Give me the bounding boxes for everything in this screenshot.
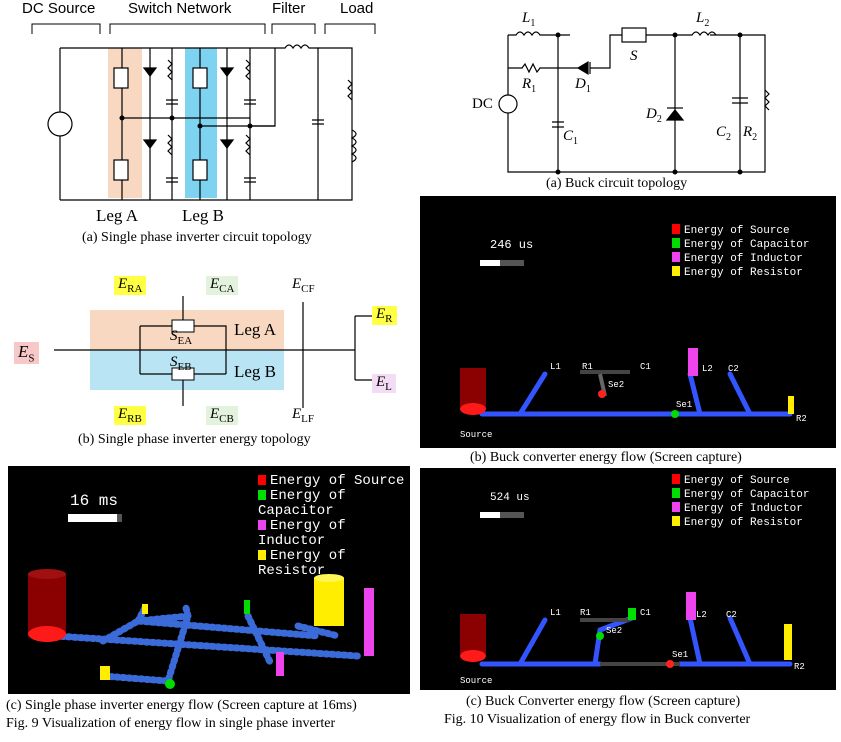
energy-l-box: EL xyxy=(372,374,396,393)
label-c2: C2 xyxy=(716,124,732,143)
energy-ra-box: ERA xyxy=(114,276,147,295)
legend-capacitor: Energy of Capacitor xyxy=(258,488,346,519)
legend-resistor: Energy of Resistor xyxy=(258,548,346,579)
fig9-caption-b: (b) Single phase inverter energy topolog… xyxy=(78,432,311,447)
energy-ca-box: ECA xyxy=(206,276,239,295)
header-filter: Filter xyxy=(272,0,306,17)
time-progress-bar-c xyxy=(480,512,524,518)
node-se2-c: Se2 xyxy=(606,626,623,636)
inverter-schematic xyxy=(31,23,376,201)
legend-b-inductor: Energy of Inductor xyxy=(672,252,809,266)
legend-b-capacitor: Energy of Capacitor xyxy=(672,238,809,252)
node-l1-c: L1 xyxy=(550,608,561,618)
fig9-caption-c: (c) Single phase inverter energy flow (S… xyxy=(6,698,357,713)
fig9-energy-topology: ES ERA ECA ECF ER EL ERB ECB ELF SEA SEB… xyxy=(0,258,410,458)
node-source-b: Source xyxy=(460,430,493,440)
node-c2-b: C2 xyxy=(728,364,739,374)
legend-c-inductor: Energy of Inductor xyxy=(672,502,809,516)
fig10-screen-b: 246 us Energy of Source Energy of Capaci… xyxy=(420,196,836,448)
node-c2-c: C2 xyxy=(726,610,737,620)
node-se2-b: Se2 xyxy=(608,380,625,390)
node-r1-b: R1 xyxy=(582,362,593,372)
time-readout-c: 524 us xyxy=(490,492,530,504)
legend-inductor: Energy of Inductor xyxy=(258,518,346,549)
node-se1-b: Se1 xyxy=(676,400,693,410)
buck-flow-3d-b xyxy=(460,348,794,418)
legend-c-capacitor: Energy of Capacitor xyxy=(672,488,809,502)
label-d2: D2 xyxy=(646,106,662,125)
time-progress-bar-b xyxy=(480,260,524,266)
node-r1-c: R1 xyxy=(580,608,591,618)
time-readout-b: 246 us xyxy=(490,238,534,252)
fig9-title: Fig. 9 Visualization of energy flow in s… xyxy=(6,716,336,731)
energy-r-box: ER xyxy=(372,306,397,325)
node-c1-b: C1 xyxy=(640,362,651,372)
energy-cf-label: ECF xyxy=(292,276,315,295)
node-l2-b: L2 xyxy=(702,364,713,374)
fig9-caption-a: (a) Single phase inverter circuit topolo… xyxy=(82,230,312,245)
node-se1-c: Se1 xyxy=(672,650,689,660)
fig10-title: Fig. 10 Visualization of energy flow in … xyxy=(444,712,751,727)
buck-flow-3d-c xyxy=(460,592,793,668)
time-readout: 16 ms xyxy=(70,492,119,510)
energy-source-box: ES xyxy=(14,342,39,365)
fig10-circuit: L1 L2 R1 D1 S DC D2 C1 C2 R2 (a) Buck ci… xyxy=(460,0,841,195)
label-d1: D1 xyxy=(575,76,591,95)
header-switch-network: Switch Network xyxy=(128,0,232,17)
node-r2-b: R2 xyxy=(796,414,807,424)
leg-a-label: Leg A xyxy=(96,206,139,225)
fig10-caption-b: (b) Buck converter energy flow (Screen c… xyxy=(470,450,742,465)
label-l2: L2 xyxy=(696,10,710,29)
node-l1-b: L1 xyxy=(550,362,561,372)
energy-lf-label: ELF xyxy=(292,406,315,425)
fig10-screen-c: 524 us Energy of Source Energy of Capaci… xyxy=(420,468,836,690)
legend-source: Energy of Source xyxy=(258,474,410,489)
label-c1: C1 xyxy=(563,128,579,147)
node-c1-c: C1 xyxy=(640,608,651,618)
fig10-caption-c: (c) Buck Converter energy flow (Screen c… xyxy=(466,694,741,709)
leg-b-label: Leg B xyxy=(182,206,225,225)
fig9-circuit: DC Source Switch Network Filter Load xyxy=(0,0,410,252)
node-r2-c: R2 xyxy=(794,662,805,672)
fig9-screen-capture: 16 ms Energy of Source Energy of Capacit… xyxy=(8,466,410,694)
legend-b-resistor: Energy of Resistor xyxy=(672,266,809,280)
legend-b: Energy of Source Energy of Capacitor Ene… xyxy=(672,224,809,280)
energy-leg-b-label: Leg B xyxy=(234,362,277,381)
node-l2-c: L2 xyxy=(696,610,707,620)
label-dc: DC xyxy=(472,96,493,112)
energy-sea-label: SEA xyxy=(170,328,193,347)
inverter-flow-3d xyxy=(28,569,374,689)
legend-c-source: Energy of Source xyxy=(672,474,809,488)
time-progress-bar xyxy=(68,514,122,522)
legend: Energy of Source Energy of Capacitor Ene… xyxy=(258,474,410,579)
fig10-caption-a: (a) Buck circuit topology xyxy=(546,176,688,191)
energy-seb-label: SEB xyxy=(170,354,192,373)
node-source-c: Source xyxy=(460,676,493,686)
label-r2: R2 xyxy=(743,124,758,143)
legend-b-source: Energy of Source xyxy=(672,224,809,238)
legend-c: Energy of Source Energy of Capacitor Ene… xyxy=(672,474,809,530)
energy-rb-box: ERB xyxy=(114,406,146,425)
label-r1: R1 xyxy=(522,76,537,95)
header-load: Load xyxy=(340,0,374,17)
legend-c-resistor: Energy of Resistor xyxy=(672,516,809,530)
energy-leg-a-label: Leg A xyxy=(234,320,277,339)
label-l1: L1 xyxy=(522,10,536,29)
energy-cb-box: ECB xyxy=(206,406,238,425)
label-s: S xyxy=(630,48,638,64)
header-dc-source: DC Source xyxy=(22,0,96,17)
